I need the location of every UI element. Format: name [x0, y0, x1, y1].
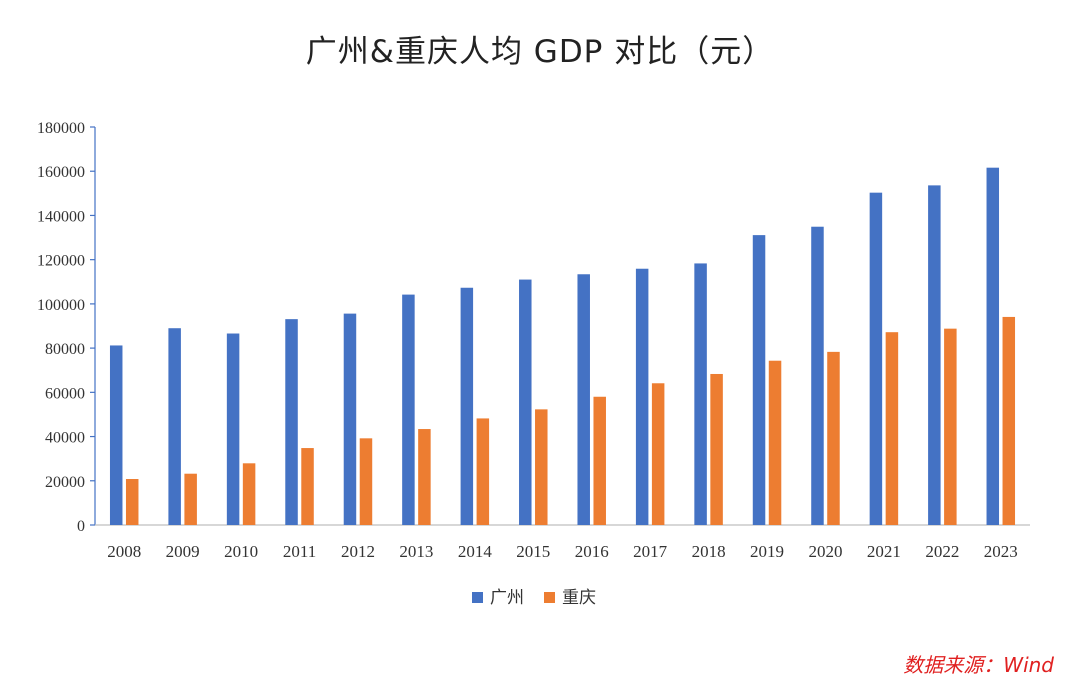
- bar-重庆-2022: [944, 328, 957, 525]
- x-tick-label: 2019: [750, 542, 784, 561]
- bar-重庆-2013: [418, 429, 431, 525]
- bar-广州-2018: [694, 263, 707, 525]
- bar-重庆-2020: [827, 351, 840, 525]
- y-tick-label: 160000: [37, 164, 85, 181]
- bar-广州-2015: [519, 279, 532, 525]
- x-tick-label: 2021: [867, 542, 901, 561]
- x-tick-label: 2017: [633, 542, 668, 561]
- bar-重庆-2014: [476, 418, 490, 525]
- bar-重庆-2015: [535, 409, 548, 525]
- x-tick-label: 2013: [399, 542, 433, 561]
- x-tick-label: 2014: [458, 542, 493, 561]
- x-tick-label: 2015: [516, 542, 550, 561]
- bar-广州-2010: [226, 333, 240, 525]
- x-tick-label: 2009: [166, 542, 200, 561]
- bar-广州-2011: [285, 319, 298, 525]
- bar-重庆-2019: [768, 360, 782, 525]
- x-tick-label: 2011: [283, 542, 316, 561]
- y-tick-label: 0: [77, 518, 85, 535]
- bar-广州-2013: [402, 294, 415, 525]
- legend-label-广州: 广州: [490, 588, 524, 608]
- bar-广州-2019: [752, 235, 766, 525]
- y-tick-label: 180000: [37, 120, 85, 137]
- y-tick-label: 120000: [37, 253, 85, 270]
- bar-重庆-2021: [885, 332, 899, 525]
- y-tick-label: 140000: [37, 208, 85, 225]
- x-tick-label: 2023: [984, 542, 1018, 561]
- x-tick-label: 2022: [925, 542, 959, 561]
- bar-重庆-2016: [593, 396, 606, 525]
- bar-广州-2021: [869, 192, 883, 526]
- bar-广州-2020: [811, 226, 824, 525]
- legend-swatch-广州: [472, 592, 483, 603]
- bar-广州-2023: [986, 167, 1000, 525]
- bar-重庆-2023: [1002, 316, 1016, 525]
- legend-label-重庆: 重庆: [562, 588, 596, 608]
- bar-广州-2012: [343, 313, 357, 525]
- source-note: 数据来源：Wind: [903, 653, 1054, 677]
- x-tick-label: 2020: [808, 542, 842, 561]
- y-tick-label: 60000: [45, 385, 85, 402]
- bar-重庆-2012: [359, 438, 373, 525]
- bar-广州-2017: [635, 268, 649, 525]
- y-tick-label: 40000: [45, 430, 85, 447]
- y-tick-label: 20000: [45, 474, 85, 491]
- x-tick-label: 2010: [224, 542, 258, 561]
- chart-title: 广州&重庆人均 GDP 对比（元）: [305, 34, 775, 70]
- y-tick-label: 80000: [45, 341, 85, 358]
- x-tick-label: 2008: [107, 542, 141, 561]
- x-tick-label: 2018: [692, 542, 726, 561]
- x-tick-label: 2016: [575, 542, 609, 561]
- bar-广州-2008: [109, 345, 123, 525]
- bar-重庆-2010: [242, 463, 256, 525]
- bar-重庆-2011: [301, 448, 314, 525]
- bar-重庆-2018: [710, 373, 723, 525]
- legend-swatch-重庆: [544, 592, 555, 603]
- bar-重庆-2017: [651, 383, 665, 525]
- bar-重庆-2008: [125, 479, 139, 525]
- y-tick-label: 100000: [37, 297, 85, 314]
- x-tick-label: 2012: [341, 542, 375, 561]
- bar-广州-2022: [928, 185, 941, 525]
- bar-广州-2014: [460, 287, 474, 525]
- bar-重庆-2009: [184, 473, 197, 525]
- bar-广州-2016: [577, 274, 590, 525]
- bar-广州-2009: [168, 328, 181, 525]
